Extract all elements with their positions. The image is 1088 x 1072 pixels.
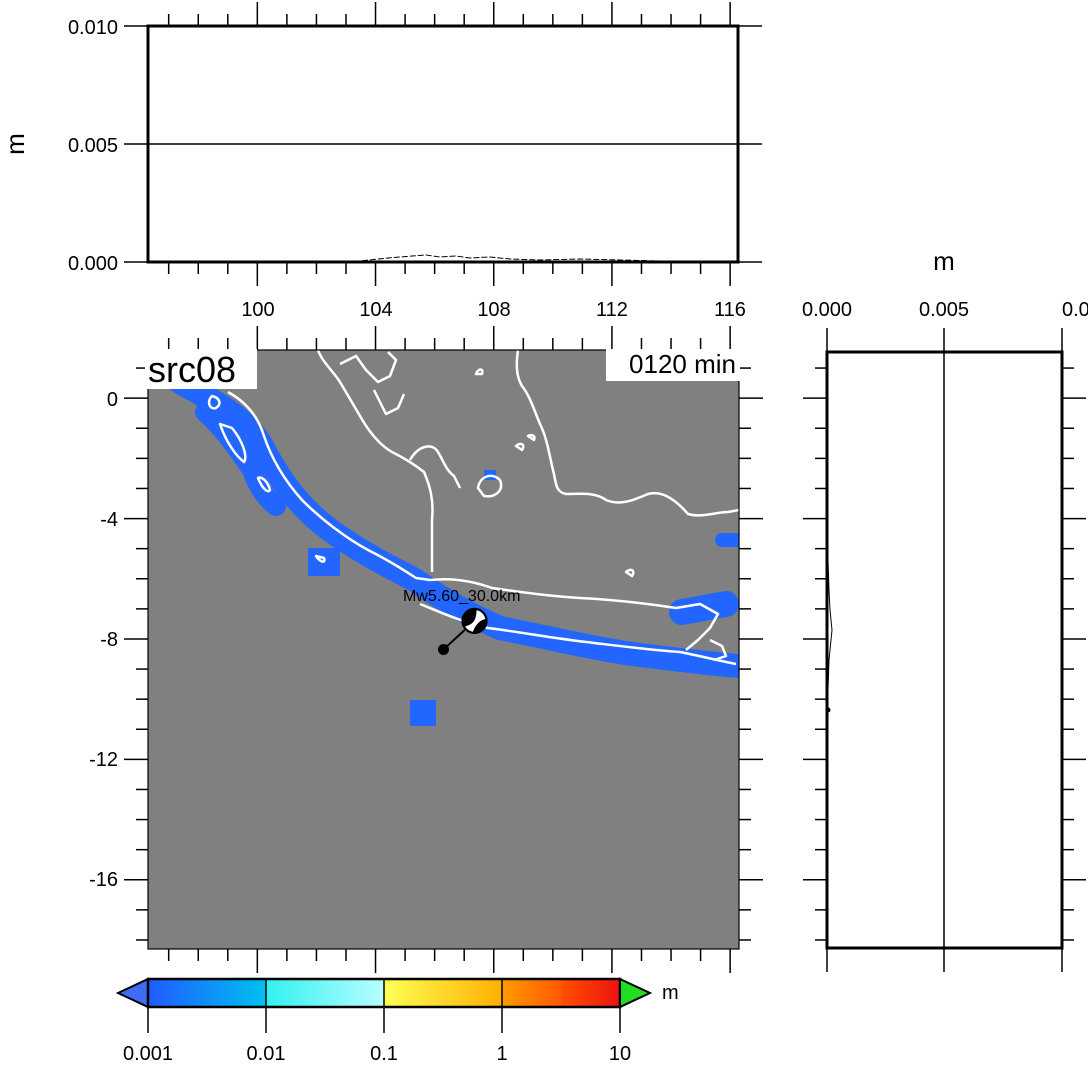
colorbar-segment <box>502 979 561 1007</box>
side-profile-unit-label: m <box>933 246 955 276</box>
lat-tick-label: -12 <box>89 749 118 771</box>
side-profile-y-ticks <box>803 367 1086 941</box>
lat-tick-label: 0 <box>107 389 118 411</box>
map-lon-ticks <box>167 326 731 973</box>
top-x-tick-label: 100 <box>241 299 274 321</box>
focal-mechanism-icon <box>461 607 488 635</box>
colorbar-unit-label: m <box>662 982 679 1004</box>
colorbar-tick-label: 10 <box>609 1043 631 1065</box>
time-label: 0120 min <box>629 349 736 379</box>
colorbar-under-triangle <box>115 977 149 1009</box>
source-label: Mw5.60_30.0km <box>403 588 520 605</box>
top-profile-panel: 0.010 0.005 0.000 m 100 104 108 112 116 <box>0 2 762 321</box>
side-x-tick-label: 0.000 <box>802 299 852 321</box>
colorbar-tick-label: 0.001 <box>123 1043 173 1065</box>
side-profile-x-ticks <box>826 328 1063 972</box>
top-y-tick-label: 0.005 <box>68 135 118 157</box>
colorbar-segment <box>384 979 502 1007</box>
colorbar-segment <box>266 979 384 1007</box>
top-x-tick-label: 108 <box>477 299 510 321</box>
map-frame <box>147 349 740 950</box>
colorbar-segment <box>148 979 266 1007</box>
lat-tick-label: -16 <box>89 869 118 891</box>
panel-label: src08 <box>148 349 236 390</box>
map-lat-ticks <box>124 367 763 941</box>
top-y-tick-label: 0.010 <box>68 17 118 39</box>
epicenter-marker <box>438 644 449 655</box>
side-x-tick-label: 0.005 <box>919 299 969 321</box>
top-x-tick-label: 104 <box>359 299 392 321</box>
side-profile-panel: m 0.000 0.005 0.010 <box>802 246 1088 972</box>
colorbar-tick-label: 0.1 <box>370 1043 398 1065</box>
side-x-tick-label: 0.010 <box>1062 299 1088 321</box>
lat-tick-label: -4 <box>100 509 118 531</box>
top-x-tick-label: 116 <box>714 299 746 321</box>
panel-label-box <box>145 349 257 389</box>
colorbar-tick-label: 0.01 <box>247 1043 286 1065</box>
colorbar: 0.001 0.01 0.1 1 10 m <box>115 977 679 1065</box>
lat-tick-label: -8 <box>100 629 118 651</box>
wave-patch <box>410 700 436 726</box>
top-x-tick-label: 112 <box>596 299 628 321</box>
top-y-tick-label: 0.000 <box>68 253 118 275</box>
top-profile-unit-label: m <box>0 133 30 155</box>
colorbar-segment <box>561 979 620 1007</box>
map-panel: 0 -4 -8 -12 -16 src08 0120 min Mw5.60_30… <box>89 326 763 973</box>
top-profile-y-ticks <box>124 25 762 263</box>
colorbar-tick-label: 1 <box>496 1043 507 1065</box>
top-profile-x-ticks <box>167 2 731 286</box>
coastline <box>207 350 739 666</box>
colorbar-ticks <box>147 979 621 1033</box>
top-profile-curve <box>322 254 661 262</box>
colorbar-over-triangle <box>619 977 653 1009</box>
time-label-box <box>606 349 740 381</box>
